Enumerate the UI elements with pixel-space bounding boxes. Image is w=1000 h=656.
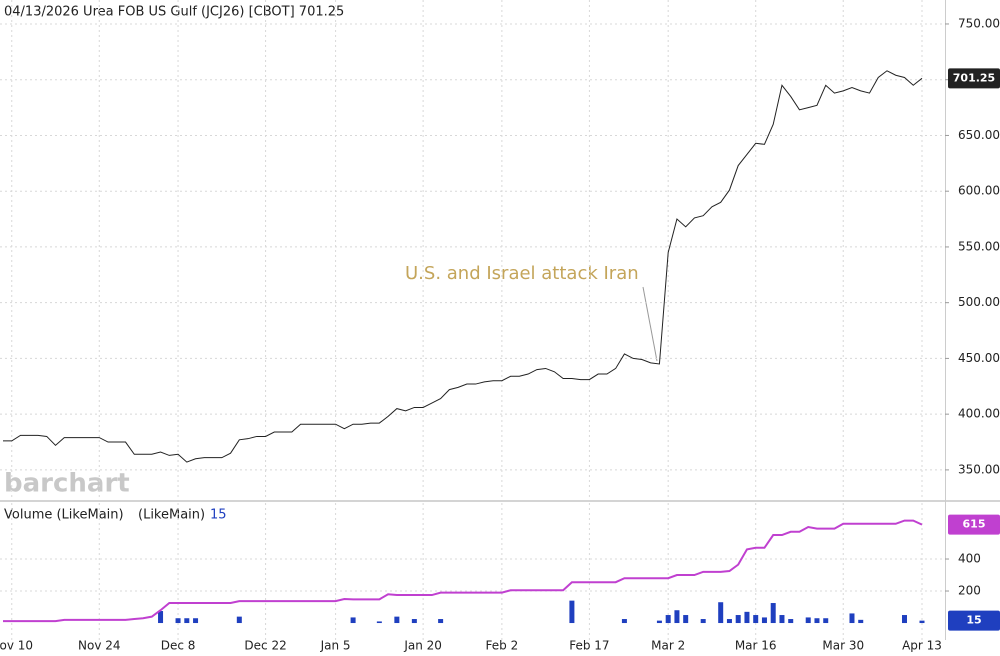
volume-bar bbox=[770, 603, 776, 624]
y-tick-label: 600.00 bbox=[958, 184, 1000, 198]
volume-bar bbox=[193, 618, 199, 624]
y-tick-label: 400.00 bbox=[958, 407, 1000, 421]
y-tick-label: 750.00 bbox=[958, 16, 1000, 30]
volume-bar bbox=[901, 615, 907, 624]
volume-bar bbox=[726, 619, 732, 624]
volume-title: Volume (LikeMain) bbox=[4, 508, 124, 523]
watermark: barchart bbox=[4, 469, 130, 499]
volume-bar bbox=[350, 617, 356, 624]
x-tick-label: Nov 10 bbox=[0, 639, 33, 653]
last-value-label: 615 bbox=[963, 518, 986, 531]
y-tick-label: 200 bbox=[958, 584, 981, 598]
volume-bar bbox=[814, 618, 820, 624]
volume-bar bbox=[919, 620, 925, 624]
legend-value: 15 bbox=[210, 508, 227, 523]
volume-bar bbox=[753, 615, 759, 624]
volume-bar bbox=[236, 616, 242, 624]
y-tick-label: 400 bbox=[958, 552, 981, 566]
x-tick-label: Apr 13 bbox=[902, 639, 942, 653]
volume-bar bbox=[805, 617, 811, 624]
y-tick-label: 650.00 bbox=[958, 128, 1000, 142]
y-tick-label: 500.00 bbox=[958, 295, 1000, 309]
last-value-box bbox=[948, 610, 1000, 631]
volume-bar bbox=[376, 621, 382, 624]
volume-bar bbox=[175, 618, 181, 624]
volume-bar bbox=[823, 618, 829, 624]
x-tick-label: Mar 16 bbox=[735, 639, 777, 653]
x-tick-label: Jan 20 bbox=[403, 639, 442, 653]
volume-bar bbox=[744, 611, 750, 624]
volume-bar bbox=[665, 615, 671, 624]
last-value-label: 15 bbox=[966, 614, 981, 627]
x-tick-label: Mar 30 bbox=[822, 639, 864, 653]
last-value-label: 701.25 bbox=[953, 71, 995, 84]
volume-bar bbox=[656, 620, 662, 624]
annotation-leader bbox=[642, 286, 658, 362]
volume-bar bbox=[683, 615, 689, 624]
volume-bar bbox=[184, 618, 190, 624]
volume-bar bbox=[718, 602, 724, 624]
volume-bar bbox=[761, 617, 767, 624]
volume-bar bbox=[394, 616, 400, 624]
x-tick-label: Feb 17 bbox=[569, 639, 609, 653]
x-tick-label: Dec 8 bbox=[161, 639, 196, 653]
volume-bar bbox=[569, 600, 575, 624]
x-tick-label: Dec 22 bbox=[244, 639, 286, 653]
volume-bar bbox=[735, 615, 741, 624]
last-value-box bbox=[948, 68, 1000, 89]
x-tick-label: Mar 2 bbox=[651, 639, 685, 653]
y-tick-label: 350.00 bbox=[958, 462, 1000, 476]
volume-bar bbox=[858, 619, 864, 624]
legend-entry: (LikeMain) bbox=[138, 508, 205, 523]
x-tick-label: Feb 2 bbox=[486, 639, 519, 653]
volume-bar bbox=[779, 615, 785, 624]
volume-bar bbox=[438, 619, 444, 624]
volume-bar bbox=[849, 613, 855, 624]
series-line bbox=[3, 70, 923, 463]
volume-bar bbox=[621, 619, 627, 624]
x-tick-label: Jan 5 bbox=[320, 639, 351, 653]
volume-bar bbox=[674, 610, 680, 624]
volume-bar bbox=[700, 619, 706, 624]
last-value-box bbox=[948, 514, 1000, 535]
volume-bar bbox=[788, 619, 794, 624]
x-tick-label: Nov 24 bbox=[78, 639, 121, 653]
y-tick-label: 550.00 bbox=[958, 239, 1000, 253]
chart-title: 04/13/2026 Urea FOB US Gulf (JCJ26) [CBO… bbox=[4, 5, 344, 20]
y-tick-label: 450.00 bbox=[958, 351, 1000, 365]
volume-bar bbox=[411, 619, 417, 624]
series-line bbox=[3, 519, 923, 623]
volume-bar bbox=[158, 611, 164, 624]
annotation: U.S. and Israel attack Iran bbox=[405, 263, 639, 284]
